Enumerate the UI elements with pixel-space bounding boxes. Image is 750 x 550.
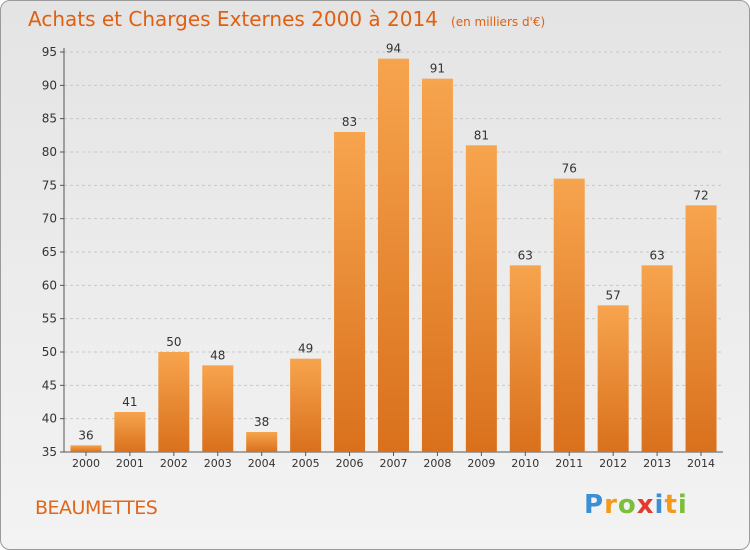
bar <box>114 412 146 452</box>
y-tick-label: 60 <box>42 278 57 292</box>
x-tick-label: 2006 <box>336 457 364 470</box>
x-tick-label: 2014 <box>687 457 715 470</box>
bar-value-label: 83 <box>342 115 357 129</box>
x-tick-label: 2002 <box>160 457 188 470</box>
commune-name: BEAUMETTES <box>35 497 158 519</box>
x-tick-label: 2012 <box>599 457 627 470</box>
bar <box>70 445 102 452</box>
bar <box>378 58 409 453</box>
x-tick-label: 2003 <box>204 457 232 470</box>
logo-letter: t <box>664 490 678 520</box>
y-tick-label: 40 <box>42 412 57 426</box>
y-tick-label: 65 <box>42 245 57 259</box>
bar <box>290 358 322 452</box>
x-tick-label: 2009 <box>467 457 495 470</box>
chart-unit-label: (en milliers d'€) <box>451 15 546 29</box>
y-tick-label: 35 <box>42 445 57 459</box>
bar <box>685 205 717 452</box>
y-tick-label: 80 <box>42 145 57 159</box>
bar-value-label: 76 <box>562 162 577 176</box>
x-tick-label: 2007 <box>380 457 408 470</box>
y-tick-label: 90 <box>42 78 57 92</box>
bar <box>158 352 190 452</box>
y-tick-label: 50 <box>42 345 57 359</box>
logo-letter: i <box>654 490 665 520</box>
bar-value-label: 63 <box>518 248 533 262</box>
x-tick-label: 2001 <box>116 457 144 470</box>
bar-value-label: 94 <box>386 42 401 56</box>
x-tick-label: 2008 <box>423 457 451 470</box>
y-tick-label: 95 <box>42 45 57 59</box>
chart-title: Achats et Charges Externes 2000 à 2014 <box>28 7 438 31</box>
proxiti-logo: Proxiti <box>584 490 688 520</box>
bar <box>202 365 234 452</box>
y-tick-label: 75 <box>42 178 57 192</box>
x-tick-label: 2005 <box>292 457 320 470</box>
y-tick-label: 45 <box>42 378 57 392</box>
bar <box>334 132 366 452</box>
bar-value-label: 81 <box>474 128 489 142</box>
bar-value-label: 72 <box>693 188 708 202</box>
bar <box>597 305 629 452</box>
x-tick-label: 2010 <box>511 457 539 470</box>
logo-letter: i <box>677 490 688 520</box>
x-tick-label: 2004 <box>248 457 276 470</box>
bar-value-label: 63 <box>649 248 664 262</box>
logo-letter: x <box>636 490 655 520</box>
logo-letter: o <box>617 490 637 520</box>
x-tick-label: 2000 <box>72 457 100 470</box>
bar <box>641 265 673 452</box>
x-tick-label: 2013 <box>643 457 671 470</box>
bar-value-label: 36 <box>78 428 93 442</box>
bar <box>553 178 585 452</box>
bar-value-label: 38 <box>254 415 269 429</box>
chart-title-row: Achats et Charges Externes 2000 à 2014 (… <box>28 7 545 31</box>
logo-letter: r <box>604 490 618 520</box>
bar-value-label: 57 <box>606 288 621 302</box>
bar <box>509 265 541 452</box>
bar-value-label: 41 <box>122 395 137 409</box>
y-tick-label: 55 <box>42 312 57 326</box>
bar-value-label: 50 <box>166 335 181 349</box>
bar-value-label: 91 <box>430 62 445 76</box>
logo-letter: P <box>584 490 605 520</box>
bar <box>465 145 497 453</box>
y-tick-label: 85 <box>42 112 57 126</box>
y-tick-label: 70 <box>42 212 57 226</box>
bar <box>421 78 453 453</box>
bar <box>246 432 278 452</box>
bar-value-label: 49 <box>298 342 313 356</box>
bar-value-label: 48 <box>210 348 225 362</box>
x-tick-label: 2011 <box>555 457 583 470</box>
